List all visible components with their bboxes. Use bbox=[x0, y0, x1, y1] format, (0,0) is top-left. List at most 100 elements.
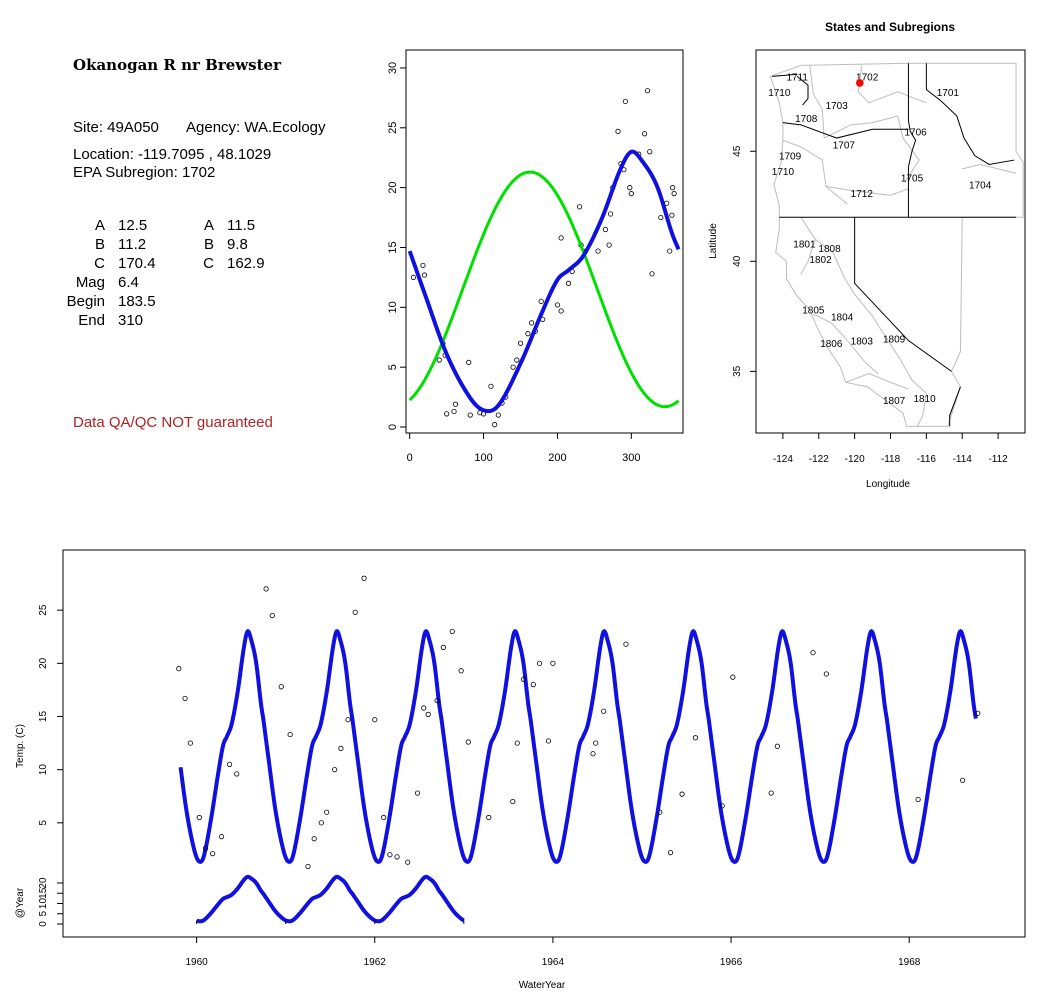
seasonal-point bbox=[641, 131, 648, 137]
seasonal-point bbox=[669, 212, 675, 218]
timeseries-point bbox=[520, 676, 527, 682]
seasonal-point bbox=[554, 302, 561, 308]
map-y-tick-label: 35 bbox=[732, 365, 743, 377]
timeseries-point bbox=[975, 710, 981, 716]
map-region-label: 1710 bbox=[772, 167, 795, 178]
timeseries-point bbox=[550, 660, 556, 666]
seasonal-point bbox=[528, 320, 535, 326]
seasonal-y-tick-label: 30 bbox=[387, 62, 399, 74]
timeseries-plot: WaterYear Temp. (C) @Year 1960 1962 1964 1966 1… bbox=[15, 549, 1026, 991]
seasonal-point bbox=[565, 280, 572, 286]
timeseries-point bbox=[465, 739, 471, 745]
timeseries-point bbox=[667, 850, 674, 856]
agency: Agency: WA.Ecology bbox=[186, 119, 326, 136]
timeseries-point bbox=[425, 711, 431, 717]
map-subregion-boundary bbox=[782, 139, 848, 205]
seasonal-point bbox=[671, 191, 677, 197]
timeseries-inset-line bbox=[195, 874, 465, 924]
timeseries-point bbox=[394, 854, 400, 860]
seasonal-y-tick-label: 25 bbox=[387, 122, 399, 134]
seasonal-point bbox=[576, 204, 583, 210]
seasonal-y-tick-label: 15 bbox=[387, 241, 399, 253]
param-label-left-3: Mag bbox=[75, 274, 105, 291]
param-label-left-5: End bbox=[78, 312, 105, 329]
timeseries-point bbox=[405, 859, 411, 865]
seasonal-point bbox=[627, 185, 633, 191]
seasonal-y-tick-label: 0 bbox=[387, 424, 399, 430]
param-value-right-0: 11.5 bbox=[227, 217, 256, 234]
map-y-tick-label: 40 bbox=[732, 255, 743, 267]
seasonal-x-tick-label: 100 bbox=[474, 452, 492, 464]
param-label-right-0: A bbox=[203, 217, 214, 234]
timeseries-point bbox=[182, 695, 188, 702]
map-x-tick-label: -114 bbox=[953, 454, 973, 465]
timeseries-point bbox=[440, 644, 446, 650]
timeseries-point bbox=[823, 671, 829, 677]
map-state-boundary bbox=[782, 122, 909, 139]
map-region-label: 1808 bbox=[818, 244, 841, 255]
timeseries-x-tick-label: 1960 bbox=[185, 957, 208, 968]
param-value-left-4: 183.5 bbox=[118, 293, 156, 310]
timeseries-point bbox=[510, 798, 516, 805]
timeseries-point bbox=[381, 814, 387, 821]
map-subregion-boundary bbox=[813, 313, 879, 374]
map-x-tick-label: -120 bbox=[845, 454, 865, 465]
site-id: Site: 49A050 bbox=[73, 119, 159, 136]
seasonal-x-tick-label: 0 bbox=[407, 452, 413, 464]
map-region-label: 1710 bbox=[768, 88, 791, 99]
map-x-tick-label: -124 bbox=[773, 454, 793, 465]
map-x-tick-label: -116 bbox=[917, 454, 937, 465]
map-x-axis-label: Longitude bbox=[866, 479, 910, 490]
seasonal-y-tick-label: 10 bbox=[387, 301, 399, 313]
param-value-left-1: 11.2 bbox=[118, 236, 147, 253]
timeseries-point bbox=[218, 834, 225, 840]
seasonal-y-tick-label: 20 bbox=[387, 182, 399, 194]
timeseries-inset-y-axis-label: @Year bbox=[15, 887, 26, 918]
seasonal-point bbox=[628, 191, 634, 197]
timeseries-point bbox=[719, 803, 725, 809]
map-region-label: 1804 bbox=[831, 312, 854, 323]
map-subregion-boundary bbox=[916, 393, 927, 427]
map-region-outline bbox=[769, 62, 1024, 427]
timeseries-y-tick-label: 10 bbox=[38, 764, 49, 776]
seasonal-point bbox=[488, 383, 494, 389]
timeseries-point bbox=[486, 814, 492, 821]
seasonal-point bbox=[510, 364, 516, 370]
timeseries-x-tick-label: 1962 bbox=[364, 957, 387, 968]
timeseries-point bbox=[768, 790, 774, 796]
epa-subregion: EPA Subregion: 1702 bbox=[73, 164, 216, 181]
seasonal-point bbox=[608, 211, 614, 217]
seasonal-point bbox=[538, 298, 544, 304]
timeseries-x-tick-label: 1964 bbox=[542, 957, 565, 968]
map-title: States and Subregions bbox=[825, 20, 955, 34]
seasonal-point bbox=[667, 248, 673, 254]
timeseries-point bbox=[915, 796, 921, 803]
timeseries-point bbox=[421, 705, 427, 711]
timeseries-point bbox=[269, 612, 275, 619]
timeseries-point bbox=[345, 717, 351, 723]
map-region-label: 1809 bbox=[883, 334, 906, 345]
seasonal-point bbox=[467, 412, 473, 418]
timeseries-point bbox=[434, 697, 440, 704]
timeseries-point bbox=[234, 771, 240, 777]
map-state-boundary bbox=[925, 63, 1015, 165]
param-value-left-3: 6.4 bbox=[118, 274, 139, 291]
map-subregion-boundary bbox=[800, 217, 816, 275]
timeseries-point bbox=[287, 731, 293, 738]
timeseries-point bbox=[196, 814, 202, 821]
map-region-label: 1807 bbox=[883, 396, 906, 407]
seasonal-point bbox=[595, 248, 601, 254]
timeseries-x-tick-label: 1966 bbox=[720, 957, 743, 968]
map-state-boundary bbox=[907, 63, 917, 218]
location: Location: -119.7095 , 48.1029 bbox=[73, 146, 272, 163]
seasonal-point bbox=[606, 242, 612, 248]
seasonal-point bbox=[451, 408, 457, 415]
map-subregion-boundary bbox=[872, 316, 927, 394]
map-region-label: 1801 bbox=[793, 240, 816, 251]
timeseries-point bbox=[545, 738, 552, 744]
timeseries-point bbox=[278, 684, 284, 690]
map-state-boundary bbox=[949, 386, 961, 427]
timeseries-point bbox=[730, 674, 736, 680]
timeseries-point bbox=[536, 660, 543, 666]
